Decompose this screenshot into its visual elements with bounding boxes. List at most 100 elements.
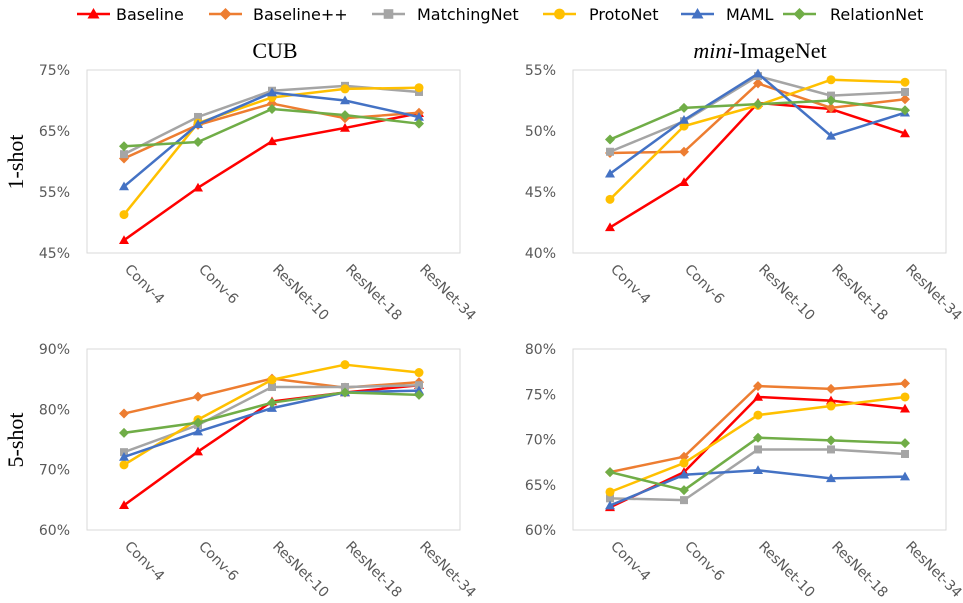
data-point-relationnet xyxy=(605,134,615,145)
data-point-relationnet xyxy=(193,417,203,428)
series-baseline-plus-plus xyxy=(605,78,910,158)
data-point-protonet xyxy=(119,210,129,220)
data-point-relationnet xyxy=(605,467,615,478)
legend-label-matchingnet: MatchingNet xyxy=(417,5,519,24)
data-point-maml xyxy=(267,87,277,97)
data-point-baseline xyxy=(605,222,615,232)
data-point-baseline-plus-plus xyxy=(826,102,836,113)
data-point-baseline-plus-plus xyxy=(753,381,763,392)
data-point-protonet xyxy=(679,458,689,468)
data-point-matchingnet xyxy=(606,147,614,156)
x-tick-label: ResNet-10 xyxy=(755,539,818,602)
legend-item-baseline: Baseline xyxy=(77,5,184,24)
data-point-baseline-plus-plus xyxy=(679,451,689,462)
legend-label-baseline-plus-plus: Baseline++ xyxy=(253,5,348,24)
data-point-matchingnet xyxy=(827,445,835,454)
data-point-relationnet xyxy=(826,95,836,106)
data-point-protonet xyxy=(267,375,277,385)
data-point-baseline-plus-plus xyxy=(193,391,203,402)
y-tick-label: 65% xyxy=(525,478,556,494)
series-baseline xyxy=(119,108,424,244)
legend-marker-protonet xyxy=(554,8,565,20)
cub-title: CUB xyxy=(252,38,297,63)
legend-marker-maml xyxy=(691,8,704,19)
data-point-relationnet xyxy=(826,435,836,446)
row-label-1-shot: 1-shot xyxy=(3,135,28,190)
y-tick-label: 45% xyxy=(39,246,70,262)
data-point-relationnet xyxy=(753,432,763,443)
data-point-relationnet xyxy=(753,99,763,110)
chart-cub-5-shot: 60%70%80%90%Conv-4 Conv-6 ResNet-10 ResNet-… xyxy=(39,342,479,601)
data-point-matchingnet xyxy=(680,496,688,505)
series-maml xyxy=(119,385,424,461)
y-tick-label: 60% xyxy=(39,523,70,539)
data-point-maml xyxy=(119,451,129,461)
x-tick-label: ResNet-34 xyxy=(902,262,963,325)
data-point-protonet xyxy=(679,121,689,131)
chart-mini-imagenet-1-shot: 40%45%50%55%Conv-4 Conv-6 ResNet-10 ResNet-… xyxy=(525,63,963,324)
mini-imagenet-title: mini-ImageNet xyxy=(693,38,826,63)
row-label-5-shot: 5-shot xyxy=(3,413,28,468)
data-point-protonet xyxy=(414,83,424,93)
x-tick-label: Conv-4 xyxy=(121,262,167,308)
series-relationnet xyxy=(119,104,424,152)
data-point-matchingnet xyxy=(341,383,349,392)
data-point-relationnet xyxy=(414,118,424,129)
data-point-baseline-plus-plus xyxy=(119,408,129,419)
data-point-protonet xyxy=(900,392,910,402)
data-point-relationnet xyxy=(119,141,129,152)
data-point-baseline-plus-plus xyxy=(679,146,689,157)
x-tick-label: ResNet-34 xyxy=(416,539,479,602)
series-matchingnet xyxy=(606,445,909,505)
legend-item-matchingnet: MatchingNet xyxy=(372,5,519,24)
series-line-maml xyxy=(609,72,906,175)
data-point-protonet xyxy=(753,410,763,420)
legend-label-protonet: ProtoNet xyxy=(589,5,659,24)
series-relationnet xyxy=(605,432,910,496)
data-point-baseline xyxy=(679,177,689,186)
legend-item-relationnet: RelationNet xyxy=(783,5,923,24)
data-point-protonet xyxy=(605,194,615,204)
x-tick-label: ResNet-18 xyxy=(342,262,405,325)
legend-marker-matchingnet xyxy=(383,9,394,19)
data-point-matchingnet xyxy=(901,87,909,96)
x-tick-label: Conv-4 xyxy=(607,539,653,585)
data-point-matchingnet xyxy=(606,494,614,503)
x-tick-label: ResNet-34 xyxy=(416,262,479,325)
data-point-relationnet xyxy=(900,105,910,116)
series-relationnet xyxy=(605,95,910,145)
data-point-maml xyxy=(605,500,615,510)
data-point-relationnet xyxy=(900,438,910,449)
data-point-relationnet xyxy=(679,485,689,496)
y-tick-label: 80% xyxy=(525,342,556,358)
y-tick-label: 70% xyxy=(39,463,70,479)
chart-mini-imagenet-5-shot: 60%65%70%75%80%Conv-4 Conv-6 ResNet-10 ResN… xyxy=(525,342,963,601)
x-tick-label: Conv-6 xyxy=(681,539,727,585)
data-point-maml xyxy=(900,471,910,481)
legend-label-relationnet: RelationNet xyxy=(830,5,923,24)
series-protonet xyxy=(605,392,910,497)
data-point-maml xyxy=(340,95,350,105)
data-point-maml xyxy=(826,473,836,483)
y-tick-label: 60% xyxy=(525,523,556,539)
data-point-relationnet xyxy=(119,427,129,438)
x-tick-label: ResNet-10 xyxy=(755,262,818,325)
data-point-protonet xyxy=(414,368,424,378)
data-point-matchingnet xyxy=(415,381,423,390)
data-point-baseline-plus-plus xyxy=(900,378,910,389)
x-tick-label: Conv-6 xyxy=(195,539,241,585)
plot-area xyxy=(572,69,947,254)
legend-marker-relationnet xyxy=(793,8,806,20)
data-point-relationnet xyxy=(267,104,277,115)
series-maml xyxy=(605,465,910,510)
x-tick-label: Conv-6 xyxy=(195,262,241,308)
data-point-maml xyxy=(119,181,129,191)
y-tick-label: 45% xyxy=(525,185,556,201)
data-point-matchingnet xyxy=(754,445,762,454)
legend-label-baseline: Baseline xyxy=(116,5,184,24)
y-tick-label: 75% xyxy=(525,387,556,403)
y-tick-label: 65% xyxy=(39,124,70,140)
series-line-protonet xyxy=(609,78,906,201)
y-tick-label: 90% xyxy=(39,342,70,358)
